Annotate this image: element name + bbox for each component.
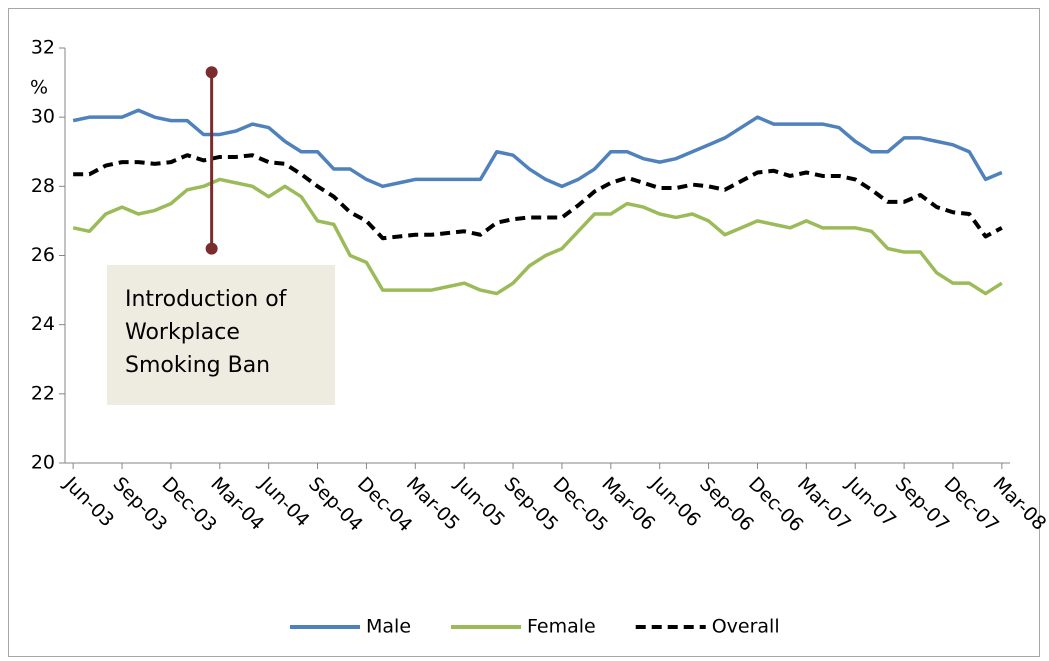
event-dot <box>205 66 218 79</box>
y-tick-label: 28 <box>31 175 55 197</box>
series-line <box>72 108 1003 189</box>
event-dot <box>205 242 218 255</box>
y-tick-label: 20 <box>31 452 55 474</box>
series-line <box>72 177 1003 296</box>
y-tick-label: 32 <box>31 37 55 59</box>
y-axis-label: % <box>30 77 48 99</box>
annotation-box: Introduction of Workplace Smoking Ban <box>107 265 335 405</box>
y-tick-label: 22 <box>31 382 55 404</box>
y-tick-label: 24 <box>31 313 55 335</box>
legend-label: Male <box>366 616 411 638</box>
y-tick-label: 26 <box>31 244 55 266</box>
annotation-text: Introduction of Workplace Smoking Ban <box>107 265 335 405</box>
legend-label: Female <box>527 616 596 638</box>
series-line <box>73 153 1003 241</box>
y-tick-label: 30 <box>31 106 55 128</box>
legend-label: Overall <box>712 616 780 638</box>
